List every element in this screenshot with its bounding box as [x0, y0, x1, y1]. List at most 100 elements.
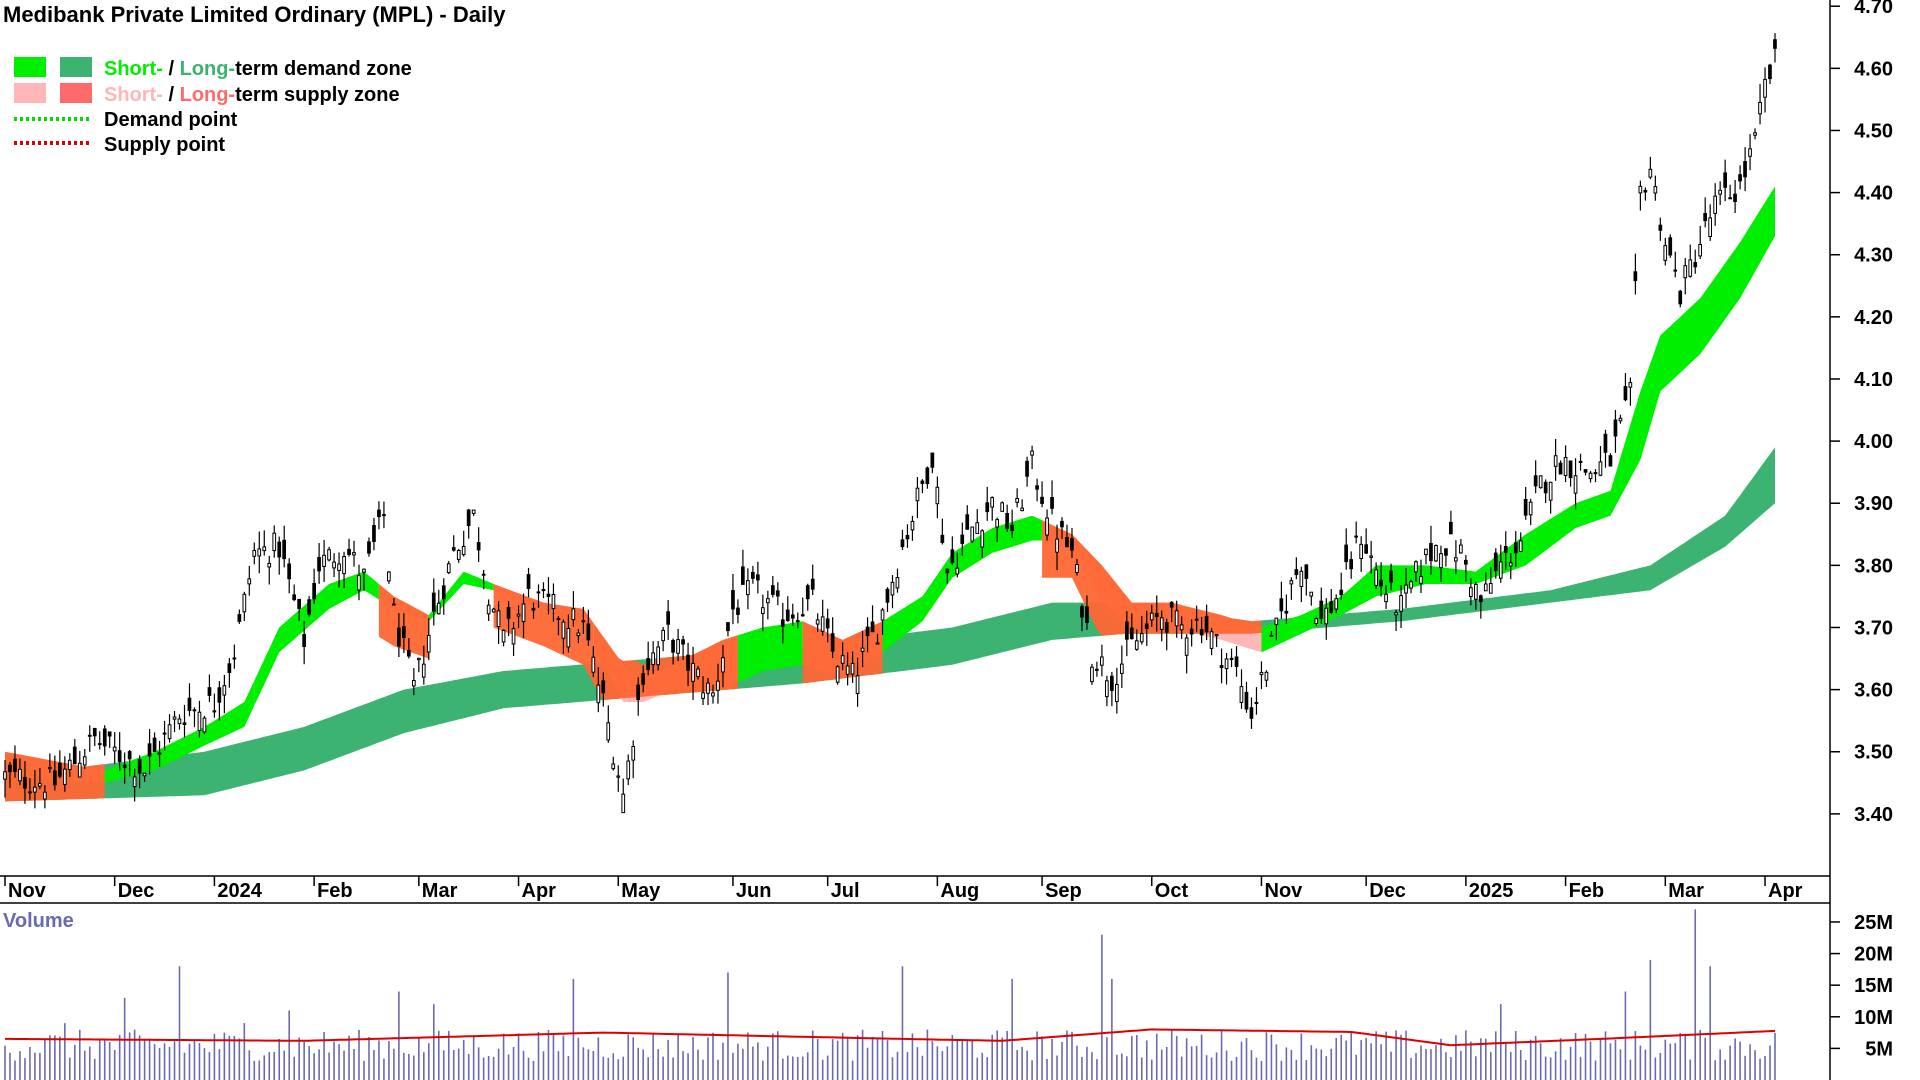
- candle-body: [840, 655, 845, 664]
- candle: [1254, 687, 1259, 715]
- candle: [1129, 613, 1134, 640]
- price-tick-label: 3.50: [1854, 742, 1893, 764]
- time-tick-label: Feb: [1569, 880, 1605, 902]
- candle-body: [1209, 631, 1214, 649]
- candle-body: [33, 786, 37, 793]
- candle-body: [915, 487, 920, 502]
- candle: [1548, 481, 1553, 514]
- candle: [676, 629, 680, 662]
- volume-tick-label: 10M: [1854, 1007, 1893, 1029]
- candle-body: [860, 647, 865, 652]
- candle: [1060, 517, 1064, 540]
- candle-body: [1638, 185, 1643, 194]
- candle: [1693, 249, 1698, 274]
- candle: [1628, 377, 1633, 406]
- candle: [1159, 610, 1164, 642]
- legend-supply-zone-label: Short- / Long-term supply zone: [104, 84, 400, 106]
- candle-body: [681, 639, 685, 645]
- candle: [1224, 652, 1229, 685]
- candle: [746, 568, 750, 610]
- candle-body: [516, 613, 521, 617]
- candle: [1464, 555, 1468, 582]
- legend-long-demand-swatch: [60, 57, 92, 77]
- candle-body: [1548, 481, 1553, 501]
- candle-body: [292, 594, 296, 601]
- candle-body: [1339, 589, 1344, 596]
- candle: [666, 600, 670, 640]
- candles-layer: [3, 33, 1777, 814]
- candle: [1459, 539, 1463, 554]
- candle: [506, 600, 511, 637]
- candle: [87, 725, 92, 752]
- candle-body: [302, 634, 306, 647]
- candle: [1154, 595, 1159, 632]
- candle: [785, 596, 790, 622]
- candle-body: [656, 646, 660, 666]
- candle: [1553, 438, 1558, 481]
- price-tick-label: 4.60: [1854, 58, 1893, 80]
- candle: [162, 720, 167, 751]
- candle-body: [1464, 559, 1468, 565]
- candle: [1673, 251, 1678, 278]
- candle-body: [431, 592, 436, 612]
- candle: [1648, 156, 1653, 180]
- time-tick-label: Jul: [831, 880, 860, 902]
- candle: [1179, 616, 1184, 640]
- candle: [147, 728, 152, 775]
- candle: [1379, 562, 1383, 597]
- candle: [985, 486, 990, 521]
- candle: [1304, 564, 1309, 596]
- candle: [277, 536, 282, 575]
- candle-body: [1374, 569, 1379, 586]
- candle: [28, 778, 32, 800]
- short-term-demand-zone: [104, 680, 255, 783]
- candle: [72, 739, 77, 765]
- candle: [1100, 644, 1104, 677]
- candle: [1144, 610, 1149, 646]
- time-tick-label: Mar: [1668, 880, 1704, 902]
- candle-body: [880, 609, 885, 621]
- candle: [1389, 563, 1393, 591]
- candle-body: [1149, 612, 1154, 621]
- candle: [272, 525, 277, 558]
- candle-body: [127, 751, 132, 760]
- candle-body: [287, 563, 291, 580]
- candle-body: [277, 541, 282, 558]
- candle: [322, 539, 326, 582]
- time-tick-label: 2024: [217, 880, 262, 902]
- candle-body: [1224, 658, 1229, 670]
- candle: [397, 613, 401, 657]
- candle: [945, 568, 950, 584]
- candle-body: [13, 758, 17, 772]
- candle: [227, 658, 232, 688]
- candle-body: [262, 546, 267, 552]
- candle-body: [377, 509, 381, 518]
- candle: [431, 578, 436, 626]
- candle-body: [536, 591, 541, 594]
- candle: [347, 538, 351, 557]
- candle-body: [182, 722, 187, 726]
- candle: [1753, 128, 1757, 140]
- candle-body: [1618, 417, 1623, 422]
- candle-body: [950, 549, 955, 564]
- candle-body: [990, 497, 994, 508]
- candle: [232, 644, 237, 669]
- candle: [561, 619, 566, 654]
- candle: [1115, 667, 1119, 714]
- candle: [1618, 414, 1623, 424]
- candle-body: [417, 657, 421, 661]
- candle-body: [1110, 675, 1114, 691]
- candle-body: [1763, 78, 1767, 98]
- candle-body: [38, 783, 42, 787]
- candle: [780, 602, 785, 644]
- candle-body: [1254, 702, 1259, 704]
- candle: [915, 477, 920, 519]
- candle: [736, 599, 740, 624]
- candle-body: [227, 663, 232, 673]
- time-tick-label: Mar: [422, 880, 458, 902]
- long-term-supply-zone: [593, 622, 738, 700]
- candle: [790, 603, 795, 626]
- candle: [481, 569, 486, 590]
- time-tick-label: May: [621, 880, 661, 902]
- long-term-supply-zone: [1042, 520, 1262, 636]
